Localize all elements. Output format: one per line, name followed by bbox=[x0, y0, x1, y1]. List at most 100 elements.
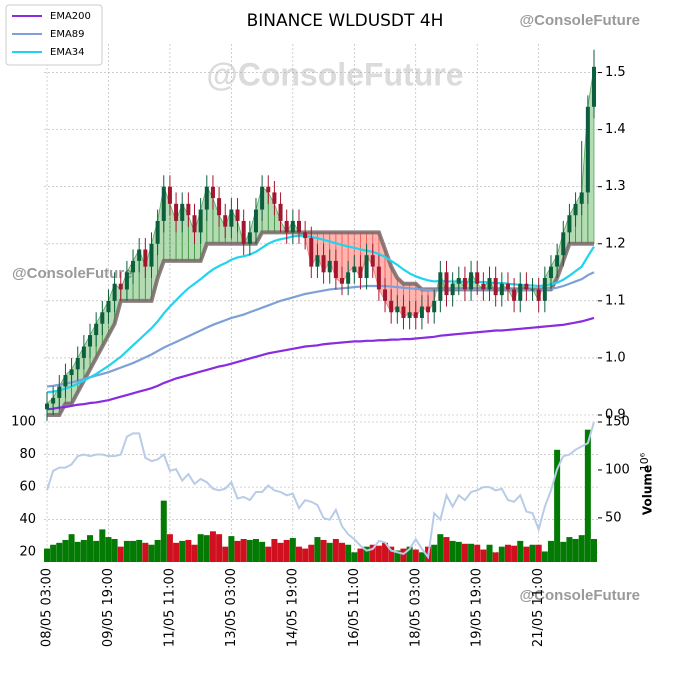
y-tick-label: 60 bbox=[19, 480, 36, 495]
candle-body bbox=[530, 289, 535, 291]
volume-bar bbox=[474, 544, 481, 562]
candle-body bbox=[579, 192, 584, 204]
candle-body bbox=[204, 186, 209, 210]
volume-bar bbox=[375, 545, 382, 562]
candle-body bbox=[69, 369, 74, 376]
candle-body bbox=[536, 289, 541, 301]
volume-bar bbox=[283, 539, 290, 562]
volume-bar bbox=[541, 551, 548, 562]
candle-body bbox=[524, 283, 529, 290]
x-tick-label: 13/05 03:00 bbox=[224, 568, 239, 647]
volume-bar bbox=[289, 538, 296, 562]
volume-bar bbox=[173, 542, 180, 562]
candle-body bbox=[585, 106, 590, 193]
candle-body bbox=[333, 260, 338, 279]
volume-bar bbox=[357, 548, 364, 562]
candle-body bbox=[131, 260, 136, 273]
volume-bar bbox=[369, 544, 376, 562]
candle-body bbox=[505, 283, 510, 290]
candle-body bbox=[272, 192, 277, 204]
volume-bar bbox=[216, 534, 223, 562]
x-tick-label: 14/05 19:00 bbox=[285, 568, 300, 647]
candle-body bbox=[401, 306, 406, 318]
volume-bar bbox=[566, 537, 573, 562]
y-tick-label: 1.5 bbox=[605, 65, 626, 80]
volume-bar bbox=[308, 544, 315, 562]
x-tick-label: 19/05 19:00 bbox=[470, 568, 485, 647]
volume-bar bbox=[320, 539, 327, 562]
volume-bar bbox=[252, 538, 259, 562]
candle-body bbox=[223, 215, 228, 227]
volume-bar bbox=[87, 535, 94, 562]
candle-body bbox=[167, 186, 172, 204]
volume-bar bbox=[302, 548, 309, 562]
volume-bar bbox=[234, 540, 241, 562]
x-tick-label: 18/05 03:00 bbox=[408, 568, 423, 647]
volume-bar bbox=[406, 546, 413, 562]
candle-body bbox=[309, 238, 314, 267]
volume-bar bbox=[535, 544, 542, 562]
y2-tick-label: 50 bbox=[605, 510, 622, 525]
candle-body bbox=[407, 312, 412, 318]
candle-body bbox=[561, 232, 566, 256]
y-tick-label: 1.0 bbox=[605, 350, 626, 365]
volume-bar bbox=[259, 541, 266, 562]
volume-bar bbox=[363, 546, 370, 562]
candle-body bbox=[253, 209, 258, 233]
y2-tick-label: 100 bbox=[605, 462, 630, 477]
volume-bar bbox=[117, 546, 124, 562]
candle-body bbox=[383, 289, 388, 301]
watermark: @ConsoleFuture bbox=[207, 56, 464, 92]
volume-bar bbox=[529, 544, 536, 562]
y-tick-label: 1.1 bbox=[605, 293, 626, 308]
volume-bar bbox=[504, 544, 511, 562]
candle-body bbox=[456, 278, 461, 284]
candle-body bbox=[260, 186, 265, 210]
x-tick-label: 08/05 03:00 bbox=[40, 568, 55, 647]
candle-body bbox=[548, 266, 553, 279]
volume-bar bbox=[62, 539, 69, 562]
volume-bar bbox=[271, 538, 278, 562]
volume-bar bbox=[203, 535, 210, 562]
volume-bar bbox=[314, 537, 321, 562]
candle-body bbox=[592, 66, 596, 107]
candle-body bbox=[395, 306, 400, 313]
y2-axis-unit: 10⁶ bbox=[638, 452, 651, 471]
candle-body bbox=[88, 335, 93, 347]
candle-body bbox=[481, 283, 486, 290]
candle-body bbox=[444, 272, 449, 296]
volume-bar bbox=[572, 538, 579, 562]
volume-bar bbox=[400, 548, 407, 562]
volume-bar bbox=[154, 539, 161, 562]
candle-body bbox=[266, 186, 271, 193]
legend-label: EMA89 bbox=[50, 29, 85, 40]
volume-bar bbox=[93, 540, 100, 562]
candle-body bbox=[499, 283, 504, 296]
candle-body bbox=[567, 215, 572, 233]
volume-bar bbox=[443, 537, 450, 562]
candle-body bbox=[419, 306, 424, 318]
candle-body bbox=[413, 312, 418, 318]
candle-body bbox=[475, 272, 480, 284]
volume-bar bbox=[197, 534, 204, 562]
candle-body bbox=[143, 249, 148, 267]
y2-axis-label: Volume bbox=[641, 465, 655, 515]
candle-body bbox=[573, 203, 578, 216]
candle-body bbox=[438, 272, 443, 301]
x-tick-label: 09/05 19:00 bbox=[101, 568, 116, 647]
candle-body bbox=[364, 255, 369, 279]
watermark: @ConsoleFuture bbox=[12, 265, 132, 282]
volume-bar bbox=[339, 542, 346, 562]
y-tick-label: 40 bbox=[19, 512, 36, 527]
x-tick-label: 11/05 11:00 bbox=[162, 568, 177, 647]
candle-body bbox=[358, 266, 363, 279]
ema-line bbox=[46, 316, 595, 411]
volume-bar bbox=[228, 536, 235, 562]
candle-body bbox=[376, 266, 381, 290]
volume-bar bbox=[345, 544, 352, 562]
volume-bar bbox=[382, 542, 389, 562]
volume-bar bbox=[105, 537, 112, 562]
candle-body bbox=[94, 323, 99, 336]
candle-body bbox=[210, 186, 215, 199]
